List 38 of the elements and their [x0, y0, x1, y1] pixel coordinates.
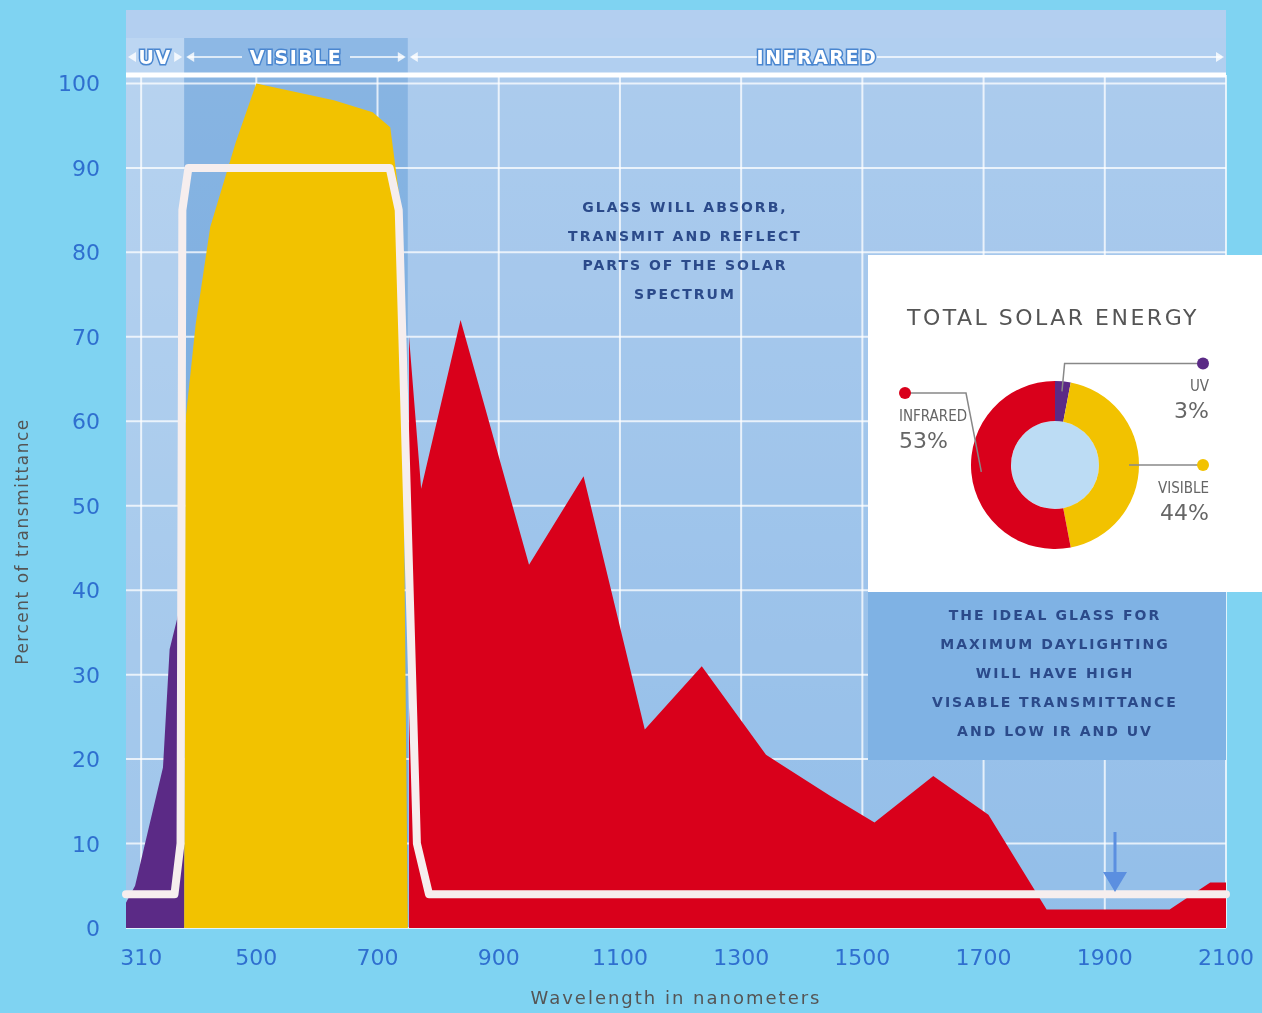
donut-slice	[1055, 381, 1071, 422]
y-tick-label: 80	[72, 240, 100, 266]
x-tick-label: 900	[477, 945, 520, 970]
annotation: GLASS WILL ABSORB, TRANSMIT AND REFLECT PARTS OF THE SOLAR SPECTRUM	[568, 199, 802, 302]
x-tick-label: 1900	[1076, 945, 1133, 970]
band-label: VISIBLE	[249, 46, 343, 68]
x-tick-label: 700	[356, 945, 399, 970]
data-label: 53%	[899, 428, 948, 453]
legend-label: UV	[1189, 377, 1210, 396]
y-tick-label: 50	[72, 493, 100, 519]
x-tick-label: 2100	[1198, 945, 1254, 970]
y-tick-label: 20	[72, 747, 100, 773]
band-label: UV	[138, 46, 172, 68]
y-tick-label: 10	[72, 831, 100, 857]
y-tick-label: 90	[72, 155, 100, 181]
x-tick-label: 500	[235, 945, 278, 970]
x-axis-title: Wavelength in nanometers	[530, 987, 822, 1008]
text: TOTAL SOLAR ENERGY	[905, 305, 1200, 330]
x-tick-label: 1700	[955, 945, 1012, 970]
legend-label: INFRARED	[899, 407, 968, 425]
donut-slice	[971, 381, 1071, 549]
y-tick-label: 100	[58, 71, 100, 97]
legend-label: VISIBLE	[1157, 479, 1209, 497]
y-tick-label: 70	[72, 324, 100, 350]
annotation: THE IDEAL GLASS FOR MAXIMUM DAYLIGHTING WILL HAVE HIGH VISABLE TRANSMITTANCE AND LOW IR AND UV	[932, 607, 1178, 739]
x-tick-label: 1100	[591, 945, 648, 970]
y-axis-title: Percent of transmittance	[12, 418, 32, 665]
y-tick-label: 60	[72, 409, 100, 435]
data-label: 3%	[1174, 398, 1209, 424]
band-label: INFRARED	[756, 46, 878, 68]
x-tick-label: 1500	[834, 945, 891, 970]
y-tick-label: 0	[86, 916, 100, 941]
data-label: 44%	[1160, 500, 1209, 525]
y-tick-label: 30	[72, 662, 100, 688]
x-tick-label: 1300	[713, 945, 770, 970]
x-tick-label: 310	[120, 945, 163, 970]
donut-slice	[1063, 382, 1139, 548]
y-tick-label: 40	[72, 578, 100, 604]
